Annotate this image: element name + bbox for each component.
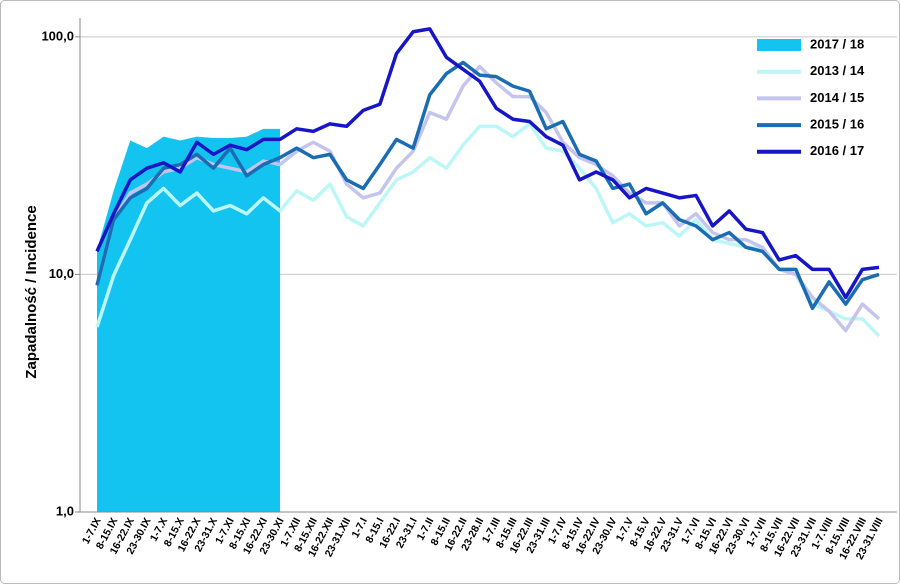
line [95, 27, 880, 300]
y-tick-label: 100,0 [41, 28, 74, 43]
y-tick-label: 10,0 [49, 266, 74, 281]
legend-label: 2013 / 14 [810, 63, 865, 78]
legend-label: 2016 / 17 [810, 143, 864, 158]
legend-label: 2015 / 16 [810, 117, 864, 132]
legend-label: 2017 / 18 [810, 36, 864, 51]
legend-swatch [757, 39, 801, 51]
y-axis-title: Zapadalność / Incidence [23, 205, 40, 378]
line [95, 60, 880, 311]
legend-label: 2014 / 15 [810, 90, 864, 105]
y-tick-label: 1,0 [56, 503, 74, 518]
area [97, 128, 281, 513]
